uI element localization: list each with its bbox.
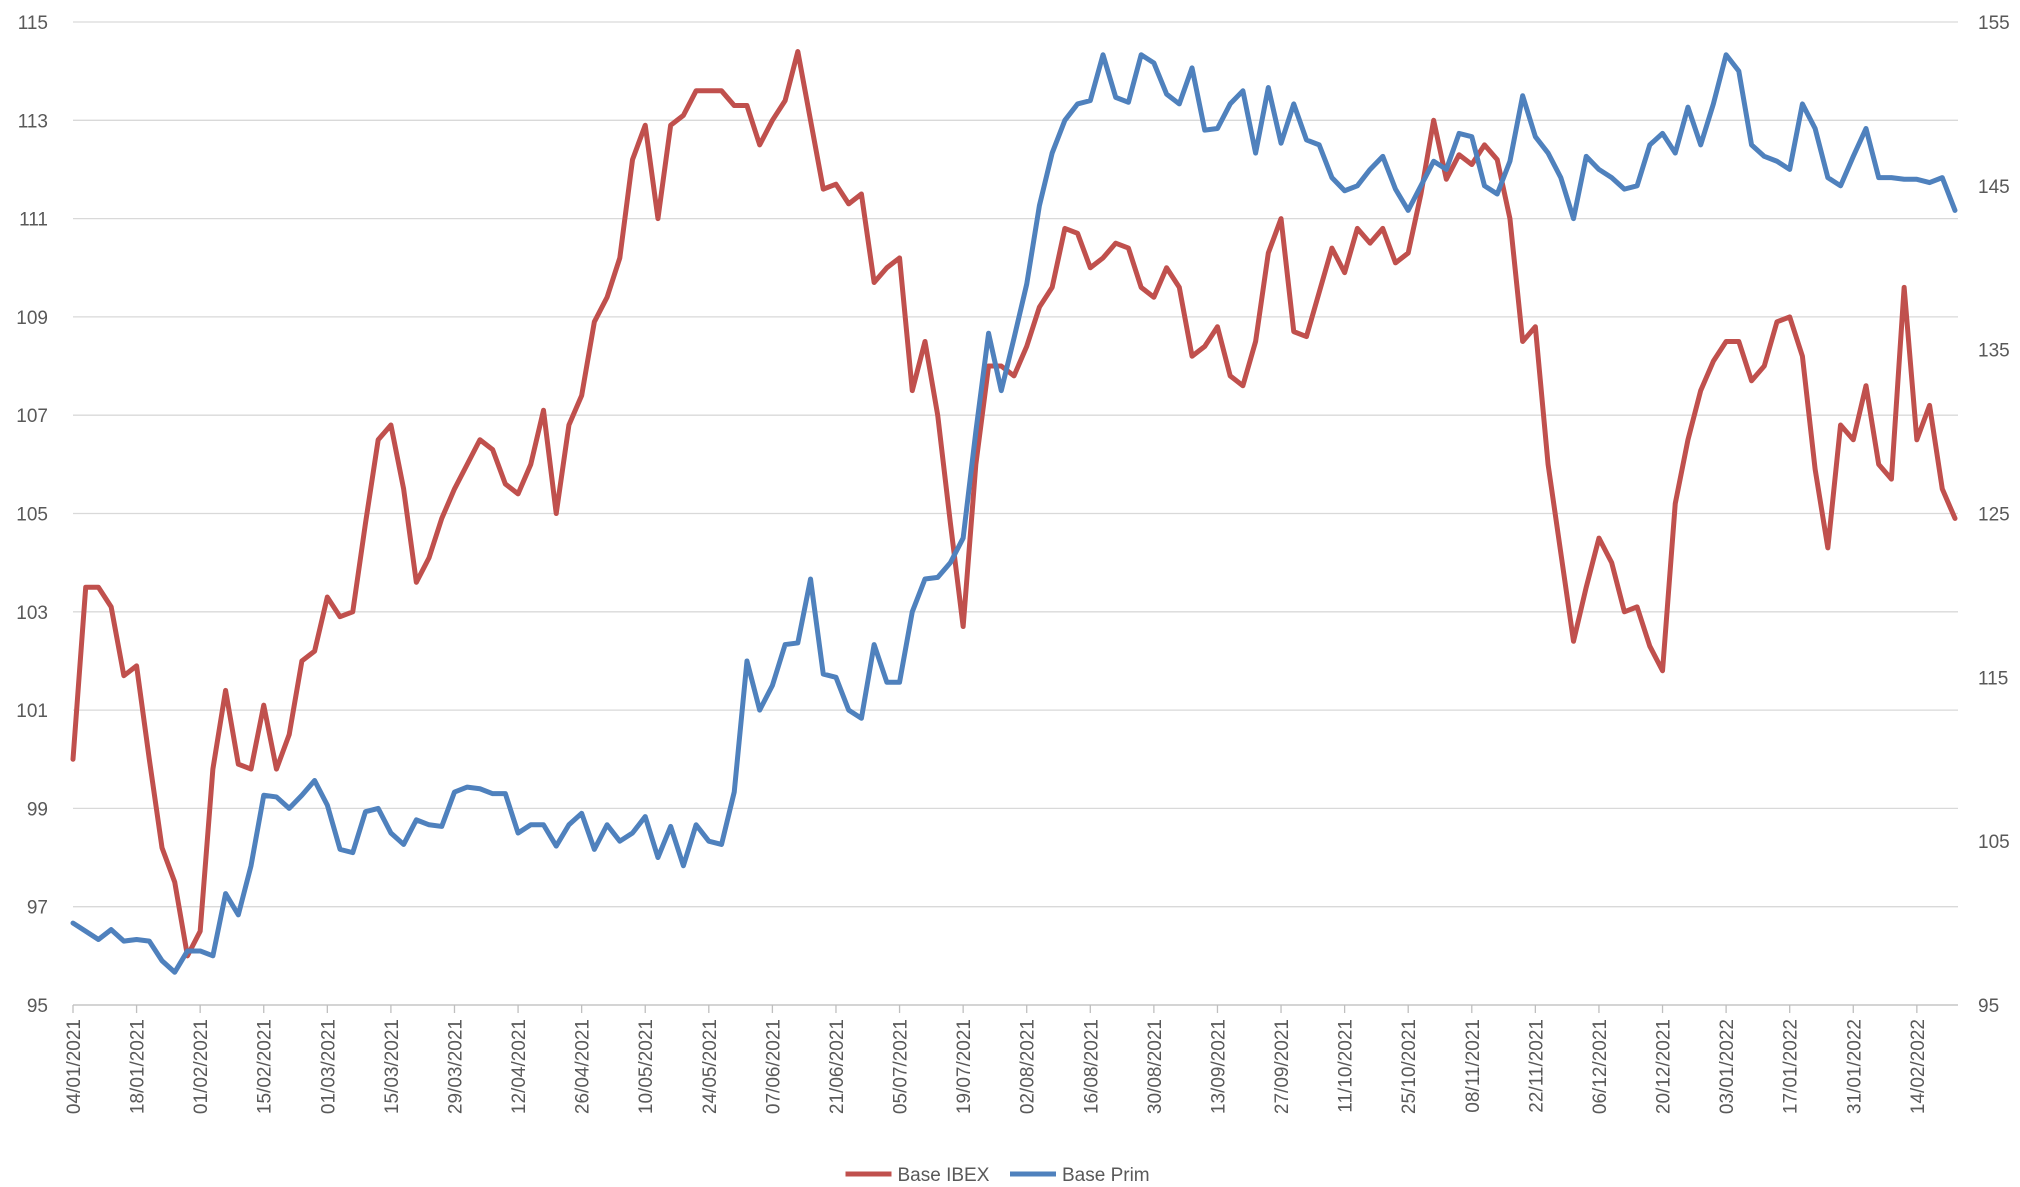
- y-tick-label: 101: [16, 701, 48, 722]
- x-tick-label: 15/03/2021: [382, 1019, 403, 1114]
- legend-label: Base IBEX: [898, 1165, 990, 1186]
- x-tick-label: 04/01/2021: [64, 1019, 85, 1114]
- y-tick-label: 113: [18, 111, 48, 132]
- y-tick-label: 109: [16, 308, 48, 329]
- legend: Base IBEX Base Prim: [845, 1165, 1150, 1186]
- x-tick-label: 29/03/2021: [445, 1019, 466, 1114]
- y2-tick-label: 95: [1978, 996, 1999, 1017]
- x-tick-label: 12/04/2021: [509, 1019, 530, 1114]
- x-tick-label: 15/02/2021: [255, 1019, 276, 1114]
- x-tick-label: 11/10/2021: [1336, 1019, 1357, 1113]
- x-tick-label: 01/02/2021: [191, 1019, 212, 1114]
- x-tick-label: 02/08/2021: [1018, 1019, 1039, 1114]
- y2-tick-label: 155: [1978, 13, 2010, 34]
- x-tick-label: 06/12/2021: [1590, 1019, 1611, 1114]
- x-tick-label: 27/09/2021: [1272, 1019, 1293, 1114]
- x-tick-label: 26/04/2021: [573, 1019, 594, 1114]
- y-tick-label: 103: [16, 603, 48, 624]
- x-tick-label: 16/08/2021: [1081, 1019, 1102, 1114]
- x-tick-label: 07/06/2021: [763, 1019, 784, 1114]
- y-tick-label: 111: [19, 210, 48, 231]
- x-tick-label: 30/08/2021: [1145, 1019, 1166, 1114]
- y2-tick-label: 105: [1978, 832, 2010, 853]
- y2-tick-label: 135: [1978, 341, 2010, 362]
- x-tick-label: 22/11/2021: [1526, 1019, 1547, 1113]
- x-tick-label: 14/02/2022: [1908, 1019, 1929, 1114]
- x-tick-label: 05/07/2021: [891, 1019, 912, 1114]
- x-tick-label: 25/10/2021: [1399, 1019, 1420, 1114]
- y-tick-label: 115: [18, 13, 48, 34]
- legend-label: Base Prim: [1062, 1165, 1150, 1186]
- series-line: [70, 48, 1958, 959]
- x-tick-label: 20/12/2021: [1654, 1019, 1675, 1114]
- x-tick-label: 17/01/2022: [1781, 1019, 1802, 1114]
- y-tick-label: 97: [27, 898, 48, 919]
- y-tick-label: 95: [27, 996, 48, 1017]
- x-tick-label: 24/05/2021: [700, 1019, 721, 1114]
- series-line: [70, 52, 1958, 975]
- y-tick-label: 99: [27, 799, 48, 820]
- x-tick-label: 01/03/2021: [318, 1019, 339, 1114]
- y2-tick-label: 145: [1978, 177, 2010, 198]
- y2-tick-label: 115: [1978, 668, 2008, 689]
- x-tick-label: 10/05/2021: [636, 1019, 657, 1114]
- x-tick-label: 08/11/2021: [1463, 1019, 1484, 1113]
- y2-tick-label: 125: [1978, 505, 2010, 526]
- x-tick-label: 21/06/2021: [827, 1019, 848, 1114]
- x-tick-label: 31/01/2022: [1844, 1019, 1865, 1114]
- x-tick-label: 18/01/2021: [128, 1019, 149, 1114]
- y-tick-label: 105: [16, 505, 48, 526]
- x-tick-label: 19/07/2021: [954, 1019, 975, 1114]
- x-tick-label: 13/09/2021: [1208, 1019, 1229, 1114]
- x-tick-label: 03/01/2022: [1717, 1019, 1738, 1114]
- y-tick-label: 107: [16, 406, 48, 427]
